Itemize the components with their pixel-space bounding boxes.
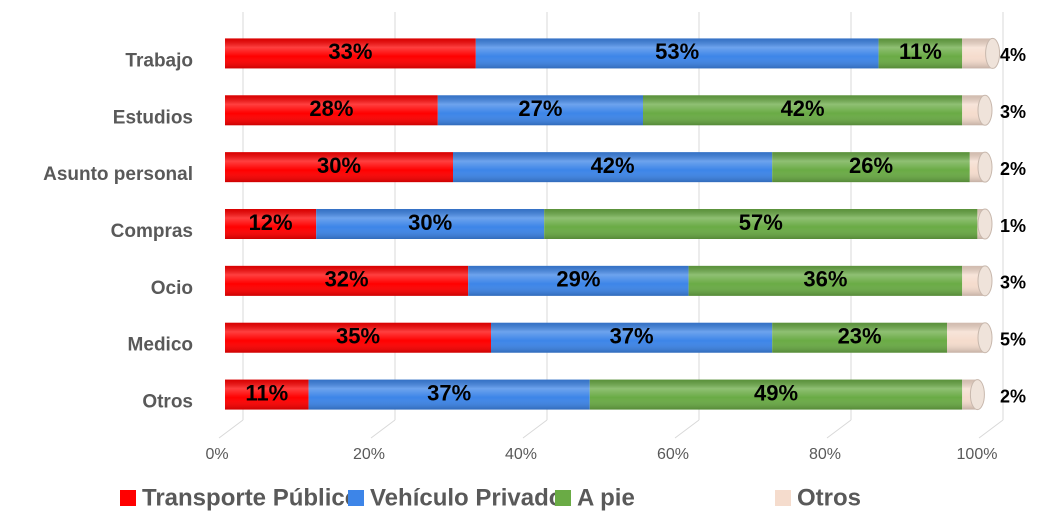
value-label: 57%: [739, 210, 783, 235]
category-label: Compras: [111, 221, 193, 242]
legend-swatch: [555, 490, 571, 506]
bar-shine: [589, 379, 963, 410]
value-label: 28%: [309, 96, 353, 121]
bar-cap: [985, 37, 1001, 69]
category-label: Medico: [128, 335, 193, 356]
value-label: 30%: [317, 153, 361, 178]
value-label: 36%: [803, 267, 847, 292]
category-label: Asunto personal: [43, 164, 193, 185]
bar-shine: [225, 265, 469, 296]
bar-shine: [316, 209, 545, 239]
x-tick-label: 60%: [657, 446, 689, 463]
grid-foot: [522, 419, 548, 439]
grid-foot: [826, 419, 852, 439]
legend-swatch: [348, 490, 364, 506]
legend-label: A pie: [577, 484, 635, 511]
bar-shine: [772, 152, 970, 183]
value-label: 2%: [1000, 159, 1026, 179]
value-label: 29%: [556, 267, 600, 292]
value-label: 33%: [328, 39, 372, 64]
value-label: 3%: [1000, 102, 1026, 122]
value-label: 12%: [249, 210, 293, 235]
bar-shine: [225, 95, 438, 126]
bar-cap: [977, 265, 993, 297]
category-label: Ocio: [151, 278, 193, 299]
x-tick-label: 40%: [505, 446, 537, 463]
value-label: 26%: [849, 153, 893, 178]
grid-foot: [674, 419, 700, 439]
bar-shine: [643, 95, 963, 126]
value-label: 37%: [610, 324, 654, 349]
bar-shine: [772, 322, 947, 353]
legend-swatch: [120, 490, 136, 506]
category-label: Otros: [142, 392, 193, 413]
bar-shine: [225, 322, 491, 353]
value-label: 27%: [518, 96, 562, 121]
value-label: 32%: [325, 267, 369, 292]
value-label: 53%: [655, 39, 699, 64]
value-label: 23%: [838, 324, 882, 349]
bar-shine: [225, 152, 453, 183]
grid-foot: [978, 419, 1004, 439]
bar-shine: [544, 209, 978, 239]
bar-shine: [468, 265, 689, 296]
bar-shine: [225, 209, 317, 239]
bar-shine: [225, 38, 476, 69]
value-label: 5%: [1000, 329, 1026, 349]
bar-shine: [437, 95, 643, 126]
value-label: 1%: [1000, 216, 1026, 236]
bar-shine: [688, 265, 963, 296]
bar-cap: [977, 151, 993, 183]
bar-cap: [977, 94, 993, 126]
category-label: Estudios: [113, 107, 193, 128]
bar-cap: [969, 379, 985, 411]
bar-shine: [308, 379, 590, 410]
bar-shine: [491, 322, 773, 353]
value-label: 42%: [591, 153, 635, 178]
value-label: 35%: [336, 324, 380, 349]
legend-swatch: [775, 490, 791, 506]
value-label: 30%: [408, 210, 452, 235]
value-label: 11%: [245, 380, 288, 405]
bar-cap: [977, 208, 993, 240]
category-label: Trabajo: [125, 50, 193, 71]
bar-cap: [977, 322, 993, 354]
x-tick-label: 0%: [205, 446, 228, 463]
grid-foot: [370, 419, 396, 439]
value-label: 2%: [1000, 386, 1026, 406]
legend-label: Otros: [797, 484, 861, 511]
grid-foot: [218, 419, 244, 439]
value-label: 42%: [781, 96, 825, 121]
bar-shine: [225, 379, 309, 410]
x-tick-label: 100%: [957, 446, 998, 463]
x-tick-label: 80%: [809, 446, 841, 463]
bar-shine: [475, 38, 879, 69]
value-label: 37%: [427, 380, 471, 405]
bar-shine: [878, 38, 963, 69]
x-tick-label: 20%: [353, 446, 385, 463]
value-label: 4%: [1000, 45, 1026, 65]
value-label: 11%: [899, 39, 942, 64]
bar-shine: [453, 152, 773, 183]
value-label: 49%: [754, 380, 798, 405]
value-label: 3%: [1000, 273, 1026, 293]
legend-label: Vehículo Privado: [370, 484, 563, 511]
legend-label: Transporte Público: [142, 484, 359, 511]
